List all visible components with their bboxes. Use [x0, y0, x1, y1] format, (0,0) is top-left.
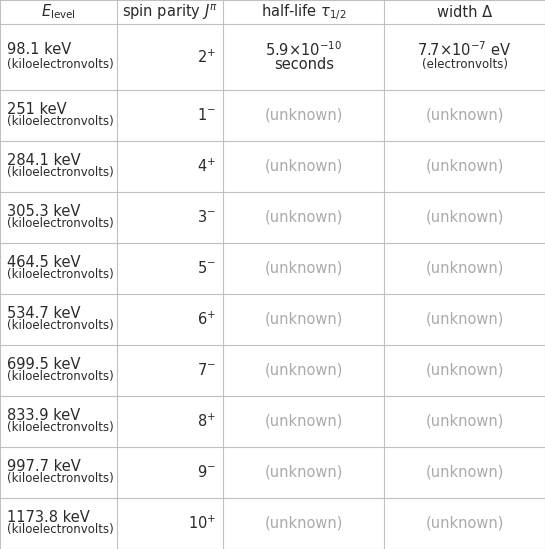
Text: (unknown): (unknown): [426, 312, 504, 327]
Text: 699.5 keV: 699.5 keV: [7, 357, 81, 372]
Text: (unknown): (unknown): [265, 210, 343, 225]
Text: 464.5 keV: 464.5 keV: [7, 255, 81, 270]
Text: 8$^{+}$: 8$^{+}$: [197, 413, 216, 430]
Text: $7.7{\times}10^{-7}$ eV: $7.7{\times}10^{-7}$ eV: [417, 41, 512, 59]
Text: 305.3 keV: 305.3 keV: [7, 204, 81, 220]
Text: spin parity $J^{\pi}$: spin parity $J^{\pi}$: [122, 2, 219, 22]
Text: (unknown): (unknown): [426, 363, 504, 378]
Text: (unknown): (unknown): [265, 414, 343, 429]
Text: (unknown): (unknown): [265, 465, 343, 480]
Text: 1173.8 keV: 1173.8 keV: [7, 511, 90, 525]
Text: 1$^{-}$: 1$^{-}$: [197, 108, 216, 124]
Text: (electronvolts): (electronvolts): [422, 58, 507, 71]
Text: 98.1 keV: 98.1 keV: [7, 42, 71, 57]
Text: 534.7 keV: 534.7 keV: [7, 306, 81, 321]
Text: 3$^{-}$: 3$^{-}$: [197, 210, 216, 226]
Text: (kiloelectronvolts): (kiloelectronvolts): [7, 472, 114, 485]
Text: (unknown): (unknown): [265, 108, 343, 123]
Text: (kiloelectronvolts): (kiloelectronvolts): [7, 267, 114, 281]
Text: (unknown): (unknown): [265, 159, 343, 174]
Text: (kiloelectronvolts): (kiloelectronvolts): [7, 523, 114, 536]
Text: 7$^{-}$: 7$^{-}$: [197, 362, 216, 378]
Text: 5$^{-}$: 5$^{-}$: [197, 260, 216, 277]
Text: 284.1 keV: 284.1 keV: [7, 153, 81, 169]
Text: (unknown): (unknown): [426, 159, 504, 174]
Text: (unknown): (unknown): [426, 108, 504, 123]
Text: (kiloelectronvolts): (kiloelectronvolts): [7, 217, 114, 229]
Text: $5.9{\times}10^{-10}$: $5.9{\times}10^{-10}$: [265, 41, 342, 59]
Text: (unknown): (unknown): [265, 312, 343, 327]
Text: 10$^{+}$: 10$^{+}$: [188, 515, 216, 532]
Text: width Δ: width Δ: [437, 4, 492, 20]
Text: (unknown): (unknown): [265, 363, 343, 378]
Text: (unknown): (unknown): [426, 465, 504, 480]
Text: 997.7 keV: 997.7 keV: [7, 460, 81, 474]
Text: (unknown): (unknown): [265, 261, 343, 276]
Text: (kiloelectronvolts): (kiloelectronvolts): [7, 421, 114, 434]
Text: (kiloelectronvolts): (kiloelectronvolts): [7, 115, 114, 127]
Text: $E_{\mathrm{level}}$: $E_{\mathrm{level}}$: [41, 3, 76, 21]
Text: (unknown): (unknown): [265, 516, 343, 531]
Text: (kiloelectronvolts): (kiloelectronvolts): [7, 166, 114, 178]
Text: (kiloelectronvolts): (kiloelectronvolts): [7, 58, 114, 71]
Text: (unknown): (unknown): [426, 261, 504, 276]
Text: 6$^{+}$: 6$^{+}$: [197, 311, 216, 328]
Text: 251 keV: 251 keV: [7, 102, 66, 117]
Text: 833.9 keV: 833.9 keV: [7, 408, 80, 423]
Text: seconds: seconds: [274, 57, 334, 72]
Text: (kiloelectronvolts): (kiloelectronvolts): [7, 369, 114, 383]
Text: 4$^{+}$: 4$^{+}$: [197, 158, 216, 175]
Text: (unknown): (unknown): [426, 210, 504, 225]
Text: half-life $\tau_{1/2}$: half-life $\tau_{1/2}$: [261, 2, 347, 22]
Text: 9$^{-}$: 9$^{-}$: [197, 464, 216, 480]
Text: 2$^{+}$: 2$^{+}$: [197, 48, 216, 66]
Text: (unknown): (unknown): [426, 414, 504, 429]
Text: (unknown): (unknown): [426, 516, 504, 531]
Text: (kiloelectronvolts): (kiloelectronvolts): [7, 318, 114, 332]
